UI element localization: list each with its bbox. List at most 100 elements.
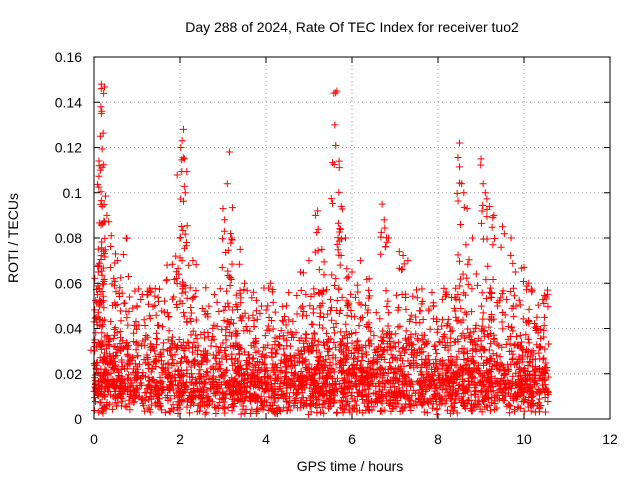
data-point <box>464 356 472 364</box>
data-point <box>100 161 108 169</box>
data-point <box>283 336 291 344</box>
data-point <box>468 407 475 415</box>
data-point <box>517 342 525 350</box>
data-point <box>352 401 360 409</box>
data-point <box>342 358 350 366</box>
data-point <box>347 290 355 298</box>
data-point <box>531 362 539 370</box>
data-point <box>337 347 345 355</box>
data-point <box>467 370 475 378</box>
data-point <box>336 225 344 233</box>
data-point <box>424 398 432 406</box>
data-point <box>264 341 272 349</box>
data-point <box>282 321 290 329</box>
data-point <box>203 358 211 366</box>
data-point <box>348 389 356 397</box>
data-point <box>432 381 440 389</box>
data-point <box>163 276 171 284</box>
data-point <box>328 316 336 324</box>
data-point <box>178 289 186 297</box>
data-point <box>116 387 124 395</box>
data-point <box>286 397 294 405</box>
data-point <box>97 375 105 383</box>
data-point <box>263 326 271 334</box>
data-point <box>189 348 197 356</box>
data-point <box>261 397 269 405</box>
data-point <box>196 400 204 408</box>
data-point <box>180 387 188 395</box>
data-point <box>297 334 305 342</box>
data-point <box>391 383 399 391</box>
data-point <box>356 406 364 414</box>
data-point <box>254 347 262 355</box>
data-point <box>450 386 458 394</box>
data-point <box>103 345 111 353</box>
data-point <box>220 227 228 235</box>
data-point <box>351 293 359 301</box>
data-point <box>332 275 340 283</box>
data-point <box>223 180 231 188</box>
data-point <box>185 261 193 269</box>
data-point <box>425 307 433 315</box>
data-point <box>232 330 240 338</box>
data-point <box>418 331 426 339</box>
data-point <box>234 342 242 350</box>
data-point <box>177 144 185 151</box>
data-point <box>475 369 483 377</box>
data-point <box>116 284 124 292</box>
data-point <box>507 234 515 242</box>
data-point <box>132 376 140 384</box>
data-point <box>407 339 415 347</box>
data-point <box>168 260 176 268</box>
data-point <box>319 324 327 332</box>
data-point <box>524 335 532 343</box>
data-point <box>186 284 194 292</box>
data-point <box>378 200 386 208</box>
data-point <box>211 403 219 411</box>
data-point <box>342 320 350 328</box>
data-point <box>532 324 540 332</box>
data-point <box>101 253 109 261</box>
data-point <box>107 242 115 250</box>
data-point <box>378 374 386 382</box>
data-point <box>317 408 325 416</box>
data-point <box>225 382 233 390</box>
data-point <box>335 164 343 172</box>
data-point <box>497 360 505 368</box>
data-point <box>386 377 394 385</box>
data-point <box>192 344 200 352</box>
data-point <box>367 377 375 385</box>
data-point <box>101 349 109 357</box>
data-point <box>283 389 291 397</box>
data-point <box>406 379 414 387</box>
data-point <box>158 323 166 331</box>
data-point <box>412 330 420 338</box>
data-point <box>125 383 133 391</box>
data-point <box>342 401 350 409</box>
data-point <box>244 379 252 387</box>
data-point <box>498 389 506 397</box>
data-point <box>282 380 290 388</box>
data-point <box>453 409 461 417</box>
data-point <box>190 338 198 346</box>
data-point <box>522 286 530 294</box>
data-point <box>118 356 126 364</box>
data-point <box>91 377 99 385</box>
data-point <box>241 384 249 392</box>
data-point <box>213 298 221 306</box>
data-point <box>465 397 473 405</box>
data-point <box>501 367 509 375</box>
data-point <box>335 157 343 165</box>
data-point <box>252 391 260 399</box>
data-point <box>106 264 114 272</box>
data-point <box>467 391 475 399</box>
data-point <box>428 404 436 412</box>
data-point <box>190 400 198 408</box>
data-point <box>400 260 408 268</box>
data-point <box>471 359 479 367</box>
data-point <box>296 404 304 412</box>
data-point <box>429 372 437 380</box>
data-point <box>479 327 487 335</box>
data-point <box>207 384 215 392</box>
data-point <box>185 409 193 417</box>
